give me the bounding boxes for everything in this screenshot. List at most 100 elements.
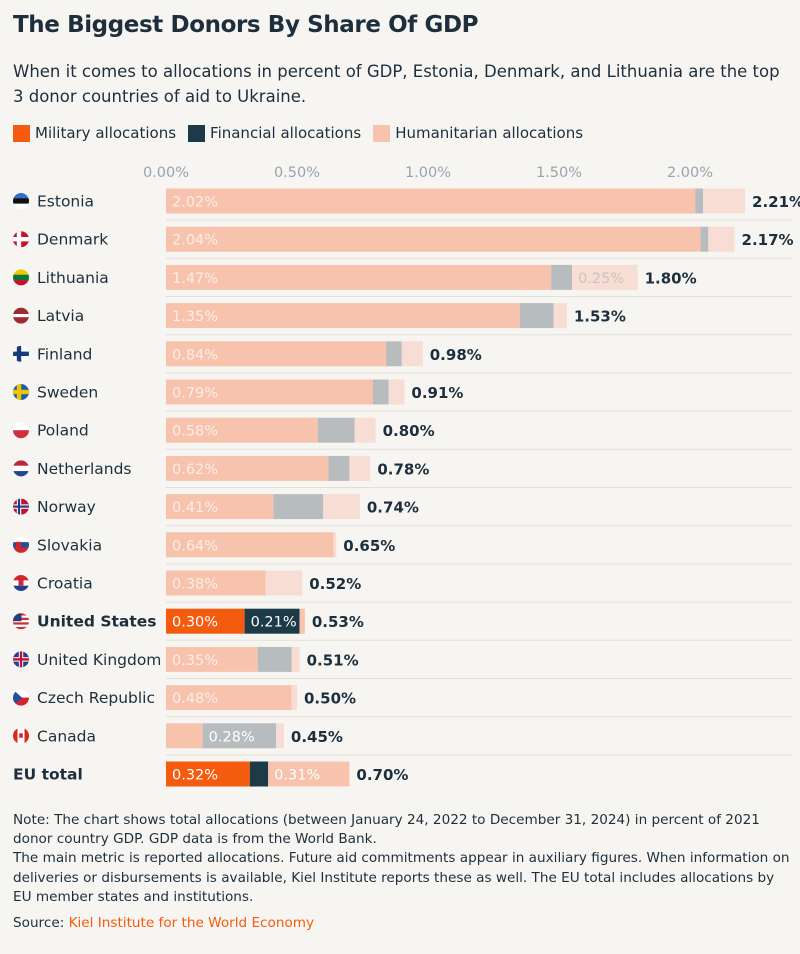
- legend-swatch-humanitarian: [373, 124, 391, 142]
- bar-total-label: 0.52%: [309, 575, 361, 593]
- x-axis-tick-label: 0.50%: [274, 165, 320, 181]
- bar-segment-humanitarian: [291, 685, 297, 711]
- bar-segment-financial: [202, 723, 277, 749]
- country-label: Poland: [37, 422, 89, 440]
- bar-segment-military: [166, 341, 387, 367]
- bar-total-label: 0.50%: [304, 690, 356, 708]
- country-label: Estonia: [37, 193, 94, 211]
- country-label: Croatia: [37, 575, 93, 593]
- legend-swatch-military: [13, 124, 30, 142]
- source-line: Source: Kiel Institute for the World Eco…: [13, 914, 795, 933]
- legend-item-humanitarian: Humanitarian allocations: [373, 124, 583, 142]
- bar-segment-financial: [317, 417, 355, 443]
- bar-segment-humanitarian: [349, 455, 371, 481]
- bar-total-label: 0.65%: [343, 537, 395, 555]
- bar-segment-military: [166, 570, 266, 596]
- bar-segment-humanitarian: [268, 761, 350, 787]
- bar-segment-financial: [372, 379, 389, 405]
- bar-data-label: 0.41%: [172, 500, 218, 516]
- bar-segment-military: [166, 608, 245, 634]
- bar-segment-humanitarian: [299, 608, 305, 634]
- denmark-flag-icon: [13, 231, 29, 248]
- bar-segment-financial: [695, 188, 704, 214]
- bar-segment-military: [166, 761, 250, 787]
- bar-segment-military: [166, 379, 373, 405]
- legend-swatch-financial: [188, 124, 206, 142]
- bar-total-label: 0.51%: [307, 651, 359, 669]
- country-label: Slovakia: [37, 536, 102, 554]
- bar-total-label: 2.17%: [742, 231, 794, 249]
- bar-segment-financial: [257, 646, 292, 672]
- bar-total-label: 0.80%: [383, 422, 435, 440]
- bar-data-label: 0.31%: [274, 768, 320, 784]
- bar-segment-humanitarian: [276, 723, 284, 749]
- bar-data-label: 0.32%: [172, 768, 218, 784]
- source-label: Source:: [13, 915, 65, 932]
- bar-segment-humanitarian: [388, 379, 405, 405]
- poland-flag-icon: [13, 422, 29, 439]
- bar-total-label: 0.91%: [411, 384, 463, 402]
- bar-segment-humanitarian: [323, 494, 360, 520]
- bar-total-label: 0.45%: [291, 728, 343, 746]
- chart-notes: Note: The chart shows total allocations …: [13, 811, 795, 933]
- country-label: Lithuania: [37, 269, 109, 287]
- united-states-flag-icon: [13, 613, 29, 630]
- bar-segment-military: [166, 532, 334, 558]
- bar-data-label: 0.64%: [172, 538, 218, 554]
- bar-segment-financial: [551, 264, 573, 290]
- bar-total-label: 0.70%: [356, 766, 408, 784]
- lithuania-flag-icon: [13, 269, 29, 286]
- bar-segment-financial: [328, 455, 350, 481]
- country-label: Norway: [37, 498, 96, 516]
- country-label: Netherlands: [37, 460, 131, 478]
- bar-segment-military: [166, 188, 696, 214]
- country-label: Finland: [37, 345, 92, 363]
- canada-flag-icon: [13, 727, 29, 744]
- finland-flag-icon: [13, 345, 29, 362]
- legend-item-military: Military allocations: [13, 124, 176, 142]
- bar-data-label: 0.62%: [172, 462, 218, 478]
- bar-segment-military: [166, 417, 318, 443]
- bar-total-label: 1.80%: [645, 269, 697, 287]
- x-axis-tick-label: 2.00%: [667, 165, 713, 181]
- x-axis-tick-label: 1.50%: [536, 165, 582, 181]
- bar-segment-military: [166, 455, 329, 481]
- sweden-flag-icon: [13, 384, 29, 400]
- chart-title: The Biggest Donors By Share Of GDP: [13, 12, 479, 38]
- country-label: Latvia: [37, 307, 84, 325]
- country-label: Canada: [37, 727, 96, 745]
- latvia-flag-icon: [13, 307, 29, 324]
- bar-segment-humanitarian: [401, 341, 423, 367]
- bar-total-label: 2.21%: [752, 193, 800, 211]
- country-label: United States: [37, 613, 157, 631]
- note-text: Note: The chart shows total allocations …: [13, 812, 760, 848]
- bar-segment-humanitarian: [553, 303, 567, 329]
- bar-segment-humanitarian: [291, 646, 300, 672]
- country-label: United Kingdom: [37, 651, 161, 669]
- bar-data-label: 0.84%: [172, 347, 218, 363]
- source-link[interactable]: Kiel Institute for the World Economy: [68, 915, 315, 932]
- bar-total-label: 0.98%: [430, 346, 482, 364]
- bar-segment-humanitarian: [572, 264, 638, 290]
- bar-data-label: 0.58%: [172, 424, 218, 440]
- bar-segment-financial: [273, 494, 324, 520]
- bar-total-label: 1.53%: [574, 308, 626, 326]
- legend-label-humanitarian: Humanitarian allocations: [395, 124, 584, 142]
- bar-data-label: 2.04%: [172, 233, 218, 249]
- country-label: Sweden: [37, 384, 98, 402]
- bar-data-label: 0.35%: [172, 653, 218, 669]
- x-axis-tick-label: 0.00%: [143, 165, 189, 181]
- bar-segment-humanitarian: [708, 226, 735, 252]
- czech-republic-flag-icon: [13, 689, 29, 706]
- bar-data-label: 1.47%: [172, 271, 218, 287]
- bar-chart: 0.00% 0.50% 1.00% 1.50% 2.00% Estonia 2.02% 2.2…: [13, 165, 800, 787]
- bar-segment-humanitarian: [333, 532, 337, 558]
- bar-data-label: 0.28%: [209, 729, 255, 745]
- country-label: Denmark: [37, 231, 108, 249]
- bar-total-label: 0.53%: [312, 613, 364, 631]
- country-label: EU total: [13, 766, 83, 784]
- bar-total-label: 0.78%: [377, 460, 429, 478]
- bar-segment-military: [166, 723, 203, 749]
- bar-segment-humanitarian: [354, 417, 376, 443]
- bar-segment-military: [166, 264, 552, 290]
